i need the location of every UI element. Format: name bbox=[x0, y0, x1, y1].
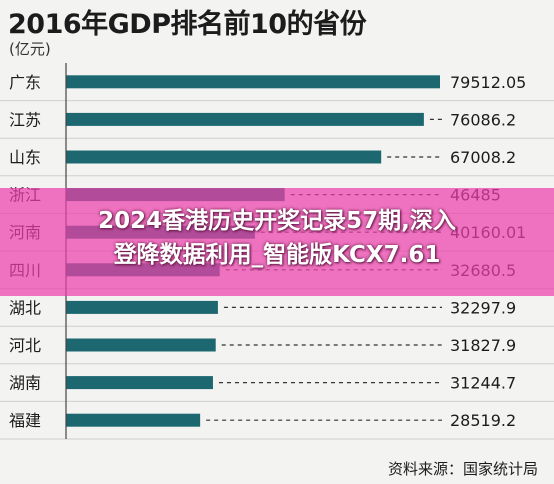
bar bbox=[66, 376, 213, 390]
value-label: 31827.9 bbox=[450, 336, 516, 355]
overlay-line-1: 2024香港历史开奖记录57期,深入 bbox=[98, 208, 456, 234]
chart-title: 2016年GDP排名前10的省份 bbox=[8, 9, 367, 40]
bar bbox=[66, 338, 216, 352]
bar bbox=[66, 150, 382, 164]
value-label: 76086.2 bbox=[450, 110, 516, 129]
overlay-banner bbox=[0, 188, 554, 296]
category-label: 山东 bbox=[9, 148, 41, 167]
source-label: 资料来源：国家统计局 bbox=[387, 460, 538, 478]
value-label: 32297.9 bbox=[450, 298, 516, 317]
category-label: 湖南 bbox=[9, 374, 41, 393]
category-label: 河北 bbox=[9, 336, 41, 355]
bar bbox=[66, 112, 424, 126]
value-label: 28519.2 bbox=[450, 411, 516, 430]
category-label: 湖北 bbox=[9, 298, 41, 317]
value-label: 79512.05 bbox=[450, 73, 526, 92]
bar bbox=[66, 300, 218, 314]
bar bbox=[66, 413, 201, 427]
value-label: 67008.2 bbox=[450, 148, 516, 167]
value-label: 31244.7 bbox=[450, 374, 516, 393]
overlay-text: 2024香港历史开奖记录57期,深入 登降数据利用_智能版KCX7.61 bbox=[0, 204, 554, 272]
overlay-line-2: 登降数据利用_智能版KCX7.61 bbox=[113, 242, 441, 268]
bar bbox=[66, 75, 440, 89]
unit-label: (亿元) bbox=[9, 40, 51, 58]
category-label: 广东 bbox=[9, 73, 41, 92]
category-label: 江苏 bbox=[9, 110, 41, 129]
category-label: 福建 bbox=[9, 411, 41, 430]
